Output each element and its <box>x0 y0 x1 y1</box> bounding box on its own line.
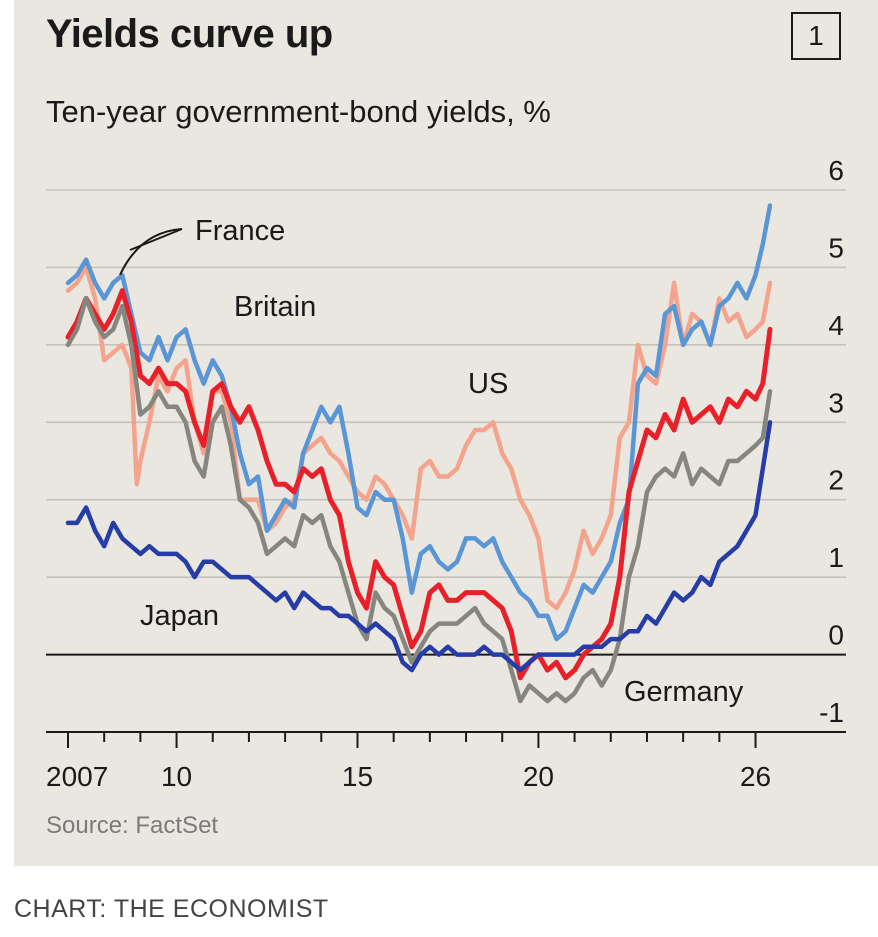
series-line-japan <box>65 420 773 673</box>
y-tick-label: 2 <box>828 465 844 496</box>
y-tick-label: 6 <box>828 155 844 186</box>
chart-subtitle: Ten-year government-bond yields, % <box>46 94 551 129</box>
series-label-japan: Japan <box>140 600 219 632</box>
series-line-germany <box>65 296 773 704</box>
y-tick-label: 1 <box>828 542 844 573</box>
source-note: Source: FactSet <box>46 812 219 839</box>
x-tick-label: 26 <box>740 761 771 792</box>
y-tick-label: 0 <box>828 620 844 651</box>
y-tick-label: 3 <box>828 387 844 418</box>
series-layer <box>65 203 773 704</box>
y-tick-label: -1 <box>819 697 844 728</box>
series-label-germany: Germany <box>624 676 744 708</box>
chart-panel <box>14 0 878 866</box>
chart-title: Yields curve up <box>46 12 333 56</box>
france-leader-line <box>129 228 183 251</box>
chart-credit: CHART: THE ECONOMIST <box>14 895 329 923</box>
panel-number-badge: 1 <box>791 12 841 60</box>
x-tick-label: 15 <box>342 761 373 792</box>
series-line-us <box>65 265 773 611</box>
series-label-france: France <box>195 215 285 247</box>
series-line-britain <box>65 203 773 642</box>
x-tick-label: 2007 <box>46 761 108 792</box>
y-tick-label: 4 <box>828 310 844 341</box>
france-leader-curve <box>119 228 183 276</box>
series-line-france <box>65 288 773 681</box>
x-tick-label: 20 <box>523 761 554 792</box>
y-tick-label: 5 <box>828 232 844 263</box>
series-label-britain: Britain <box>234 291 316 323</box>
yield-chart: -1 0 1 2 3 4 5 6 2007 10 15 20 26 France Britain US … <box>46 155 846 792</box>
label-layer: France Britain US Japan Germany <box>140 215 744 708</box>
x-tick-label: 10 <box>161 761 192 792</box>
series-label-us: US <box>468 368 508 400</box>
grid-layer: -1 0 1 2 3 4 5 6 2007 10 15 20 26 <box>46 155 846 792</box>
